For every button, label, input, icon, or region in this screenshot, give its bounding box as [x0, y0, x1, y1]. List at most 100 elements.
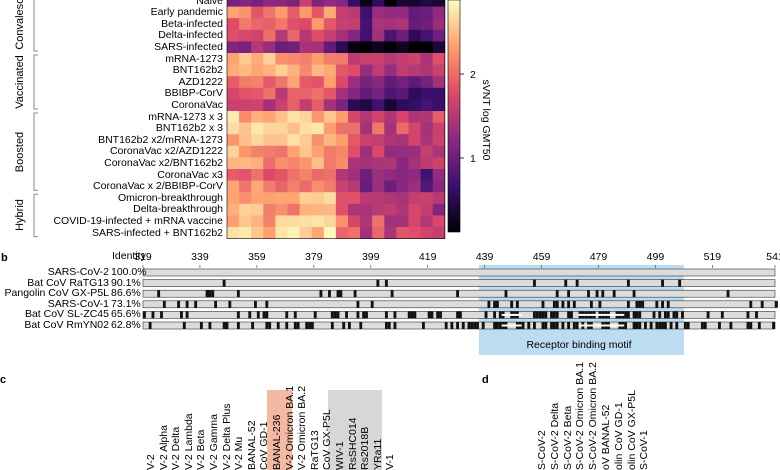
highlight-omicron	[267, 390, 292, 470]
mutation-mark	[228, 300, 232, 308]
heatmap-cell	[263, 145, 276, 158]
mutation-mark	[663, 311, 667, 319]
mutation-mark	[470, 322, 474, 329]
heatmap-cell	[263, 122, 276, 135]
mutation-mark	[496, 322, 499, 329]
heatmap-cell	[384, 169, 397, 181]
heatmap-cell	[251, 41, 264, 54]
heatmap-cell	[348, 227, 361, 239]
heatmap-group-label: Vaccinated	[14, 55, 26, 109]
heatmap-row-label: CoronaVac x3	[157, 168, 223, 181]
heatmap-cell	[239, 215, 252, 228]
heatmap-cell	[432, 145, 446, 158]
mutation-mark	[598, 300, 602, 308]
heatmap-cell	[420, 29, 434, 42]
heatmap-row-label: mRNA-1273 x 3	[148, 110, 223, 123]
mutation-mark	[387, 322, 391, 329]
heatmap-cell	[408, 227, 421, 239]
heatmap-cell	[408, 134, 421, 147]
heatmap-cell	[372, 192, 385, 205]
heatmap-cell	[420, 6, 434, 19]
heatmap-cell	[384, 145, 397, 158]
panel-c-label: BANAL-52	[245, 420, 258, 470]
heatmap-cell	[384, 41, 397, 54]
heatmap-row-label: BNT162b2 x2/mRNA-1273	[98, 133, 223, 146]
heatmap-cell	[251, 122, 264, 135]
mutation-mark	[362, 311, 366, 319]
heatmap-cell	[408, 53, 421, 65]
heatmap-cell	[432, 87, 446, 100]
mutation-mark	[544, 311, 548, 319]
heatmap-cell	[360, 192, 373, 205]
heatmap-cell	[311, 53, 325, 65]
heatmap-row-label: BNT162b2	[172, 64, 223, 77]
heatmap-cell	[372, 180, 385, 193]
heatmap-cell	[299, 0, 313, 7]
mutation-mark	[757, 322, 761, 329]
heatmap-cell	[227, 134, 240, 147]
mutation-mark	[746, 311, 750, 319]
mutation-mark	[498, 311, 502, 319]
heatmap-cell	[372, 18, 385, 31]
mutation-mark	[561, 322, 565, 329]
heatmap-cell	[299, 53, 313, 65]
heatmap-cell	[323, 180, 337, 193]
heatmap-cell	[420, 180, 434, 193]
heatmap-cell	[299, 227, 313, 239]
heatmap-cell	[311, 180, 325, 193]
heatmap-cell	[323, 76, 337, 89]
heatmap-cell	[335, 169, 349, 181]
heatmap-cell	[239, 41, 252, 54]
heatmap-cell	[408, 192, 421, 205]
heatmap-cell	[287, 157, 300, 170]
heatmap-cell	[251, 215, 264, 228]
mutation-mark	[208, 290, 212, 298]
sequence-bar	[142, 268, 776, 277]
heatmap-cell	[275, 227, 288, 239]
mutation-mark	[205, 290, 209, 298]
heatmap-cell	[396, 18, 409, 31]
mutation-mark	[720, 311, 724, 319]
mutation-mark	[293, 322, 297, 329]
heatmap-cell	[420, 122, 434, 135]
mutation-mark	[612, 290, 616, 298]
sequence-identity: 90.1%	[111, 276, 141, 289]
mutation-mark	[356, 311, 360, 319]
heatmap-cell	[275, 203, 288, 216]
heatmap-cell	[408, 169, 421, 181]
heatmap-cell	[384, 53, 397, 65]
heatmap-cell	[239, 157, 252, 170]
heatmap-cell	[408, 76, 421, 89]
mutation-mark	[632, 311, 636, 319]
mutation-mark	[755, 311, 758, 319]
heatmap-cell	[396, 192, 409, 205]
heatmap-cell	[360, 6, 373, 19]
heatmap-cell	[432, 203, 446, 216]
heatmap-cell	[311, 41, 325, 54]
mutation-mark	[638, 322, 642, 329]
alignment-tick-label: 419	[418, 251, 437, 263]
heatmap-cell	[275, 180, 288, 193]
heatmap-cell	[239, 29, 252, 42]
heatmap-cell	[227, 227, 240, 239]
heatmap-cell	[360, 169, 373, 181]
mutation-mark	[262, 311, 266, 319]
heatmap-cell	[275, 29, 288, 42]
mutation-mark	[214, 300, 218, 308]
mutation-mark	[347, 322, 351, 329]
heatmap-cell	[251, 227, 264, 239]
heatmap-cell	[299, 87, 313, 100]
heatmap-cell	[275, 192, 288, 205]
mutation-mark	[342, 322, 346, 329]
sequence-identity: 73.1%	[111, 297, 141, 310]
mutation-mark	[703, 322, 707, 329]
mutation-mark	[296, 322, 300, 329]
heatmap-cell	[420, 203, 434, 216]
mutation-mark	[575, 322, 579, 329]
heatmap-cell	[275, 145, 288, 158]
heatmap-cell	[239, 76, 252, 89]
heatmap-cell	[227, 203, 240, 216]
heatmap-cell	[263, 227, 276, 239]
heatmap-cell	[299, 215, 313, 228]
heatmap-cell	[323, 122, 337, 135]
